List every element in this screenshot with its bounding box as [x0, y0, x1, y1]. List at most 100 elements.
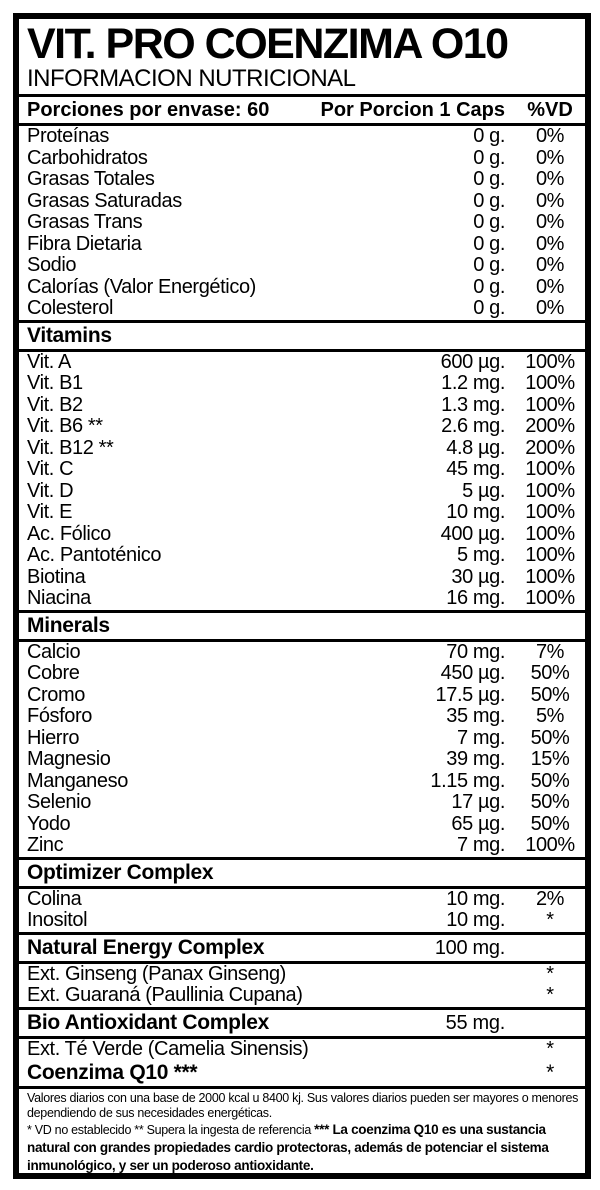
nutrient-daily-value: 50% — [530, 683, 570, 706]
complex-row-natural-energy-complex: Natural Energy Complex 100 mg. — [19, 931, 585, 964]
nutrient-row-colina: Colina 10 mg. 2% — [19, 887, 585, 911]
table-header-row: Porciones por envase: 60 Por Porcion 1 C… — [19, 94, 585, 126]
nutrient-amount: 10 mg. — [446, 501, 505, 523]
nutrient-amount: 70 mg. — [446, 640, 505, 663]
nutrient-name: Ac. Pantoténico — [27, 544, 162, 566]
nutrient-row-selenio: Selenio 17 µg. 50% — [19, 791, 585, 814]
nutrient-daily-value: 15% — [530, 748, 570, 770]
nutrient-name: Zinc — [27, 834, 64, 856]
nutrient-row-inositol: Inositol 10 mg. * — [19, 909, 585, 932]
complex-row-bio-antioxidant-complex: Bio Antioxidant Complex 55 mg. — [19, 1006, 585, 1039]
nutrient-daily-value: 50% — [530, 769, 570, 792]
reference-note-plain: * VD no establecido ** Supera la ingesta… — [27, 1123, 315, 1137]
nutrient-row-hierro: Hierro 7 mg. 50% — [19, 726, 585, 750]
per-serving-header: Por Porcion 1 Caps — [320, 99, 506, 121]
complex-daily-value: * — [546, 1061, 554, 1084]
nutrient-name: Hierro — [27, 726, 80, 749]
nutrient-amount: 17.5 µg. — [435, 683, 506, 706]
nutrient-daily-value: 100% — [525, 350, 575, 373]
nutrient-daily-value: * — [546, 962, 554, 985]
nutrient-name: Grasas Trans — [27, 211, 143, 233]
nutrient-amount: 45 mg. — [446, 458, 505, 480]
nutrient-daily-value: 100% — [525, 522, 575, 545]
product-title: VIT. PRO COENZIMA O10 — [27, 20, 509, 68]
nutrient-row-vit-d: Vit. D 5 µg. 100% — [19, 479, 585, 503]
nutrient-row-zinc: Zinc 7 mg. 100% — [19, 834, 585, 857]
complex-amount: 55 mg. — [445, 1011, 506, 1034]
nutrient-daily-value: 200% — [525, 436, 575, 459]
nutrient-name: Grasas Totales — [27, 168, 155, 190]
nutrient-name: Ac. Fólico — [27, 522, 111, 545]
nutrient-daily-value: 100% — [525, 834, 575, 856]
nutrient-name: Vit. B12 ** — [27, 436, 114, 459]
nutrient-row-vit-e: Vit. E 10 mg. 100% — [19, 501, 585, 524]
nutrient-daily-value: 5% — [535, 705, 565, 727]
nutrient-amount: 10 mg. — [446, 887, 505, 910]
nutrient-amount: 1.2 mg. — [441, 372, 505, 394]
nutrient-row-vit-c: Vit. C 45 mg. 100% — [19, 458, 585, 481]
nutrient-row-vit-b1: Vit. B1 1.2 mg. 100% — [19, 372, 585, 395]
nutrient-name: Ext. Ginseng (Panax Ginseng) — [27, 962, 286, 985]
nutrient-daily-value: 50% — [530, 812, 570, 835]
nutrient-name: Vit. A — [27, 350, 71, 373]
daily-value-header: %VD — [527, 99, 573, 121]
nutrient-amount: 0 g. — [473, 211, 505, 233]
nutrient-amount: 0 g. — [473, 297, 505, 319]
nutrient-name: Sodio — [27, 254, 77, 276]
nutrient-name: Yodo — [27, 812, 71, 835]
nutrient-row-fosforo: Fósforo 35 mg. 5% — [19, 705, 585, 728]
nutrient-name: Colina — [27, 887, 82, 910]
nutrient-row-cromo: Cromo 17.5 µg. 50% — [19, 683, 585, 707]
nutrient-amount: 400 µg. — [440, 522, 506, 545]
nutrient-name: Cromo — [27, 683, 86, 706]
section-header-optimizer-complex: Optimizer Complex — [19, 856, 585, 889]
nutrient-name: Ext. Guaraná (Paullinia Cupana) — [27, 984, 303, 1006]
section-header-vitamins: Vitamins — [19, 319, 585, 352]
nutrient-name: Vit. C — [27, 458, 74, 480]
complex-name: Natural Energy Complex — [27, 935, 265, 959]
nutrient-row-cobre: Cobre 450 µg. 50% — [19, 662, 585, 685]
nutrient-row-calorias-valor-energetico: Calorías (Valor Energético) 0 g. 0% — [19, 276, 585, 299]
nutrient-amount: 5 µg. — [462, 479, 505, 502]
nutrient-amount: 7 mg. — [456, 726, 505, 749]
nutrient-daily-value: 0% — [535, 146, 565, 169]
nutrient-amount: 7 mg. — [456, 834, 505, 856]
nutrient-amount: 39 mg. — [446, 748, 505, 770]
nutrient-amount: 17 µg. — [451, 791, 505, 813]
nutrient-row-ac-folico: Ac. Fólico 400 µg. 100% — [19, 522, 585, 546]
nutrient-daily-value: * — [546, 909, 554, 931]
nutrient-name: Ext. Té Verde (Camelia Sinensis) — [27, 1037, 309, 1060]
nutrient-row-grasas-totales: Grasas Totales 0 g. 0% — [19, 168, 585, 191]
nutrient-name: Selenio — [27, 791, 91, 813]
nutrient-row-ext-guarana-paullinia-cupana: Ext. Guaraná (Paullinia Cupana) * — [19, 984, 585, 1007]
nutrient-name: Cobre — [27, 662, 80, 684]
nutrient-row-sodio: Sodio 0 g. 0% — [19, 254, 585, 277]
nutrient-name: Fibra Dietaria — [27, 232, 142, 255]
complex-amount: 100 mg. — [434, 936, 505, 959]
nutrient-amount: 10 mg. — [446, 909, 505, 931]
nutrient-row-vit-a: Vit. A 600 µg. 100% — [19, 350, 585, 374]
nutrient-amount: 65 µg. — [451, 812, 505, 835]
nutrient-amount: 35 mg. — [446, 705, 505, 727]
nutrient-daily-value: 100% — [525, 372, 575, 394]
nutrient-daily-value: 100% — [525, 587, 575, 609]
nutrient-daily-value: 0% — [535, 211, 565, 233]
nutrient-daily-value: 100% — [525, 393, 575, 416]
nutrient-row-colesterol: Colesterol 0 g. 0% — [19, 297, 585, 320]
nutrient-name: Vit. B1 — [27, 372, 83, 394]
daily-values-note: Valores diarios con una base de 2000 kca… — [27, 1091, 579, 1120]
nutrient-row-ext-ginseng-panax-ginseng: Ext. Ginseng (Panax Ginseng) * — [19, 962, 585, 986]
footnotes: Valores diarios con una base de 2000 kca… — [19, 1089, 585, 1173]
nutrient-daily-value: 50% — [530, 726, 570, 749]
nutrient-name: Calcio — [27, 640, 81, 663]
nutrient-name: Proteínas — [27, 125, 110, 147]
label-subtitle: INFORMACION NUTRICIONAL — [27, 65, 356, 92]
nutrient-row-manganeso: Manganeso 1.15 mg. 50% — [19, 769, 585, 793]
nutrient-amount: 0 g. — [473, 254, 505, 276]
nutrient-daily-value: 100% — [525, 501, 575, 523]
nutrient-name: Inositol — [27, 909, 88, 931]
servings-per-container: Porciones por envase: 60 — [27, 99, 270, 121]
nutrient-daily-value: 100% — [525, 479, 575, 502]
nutrient-amount: 1.3 mg. — [441, 393, 505, 416]
nutrient-row-vit-b6: Vit. B6 ** 2.6 mg. 200% — [19, 415, 585, 438]
